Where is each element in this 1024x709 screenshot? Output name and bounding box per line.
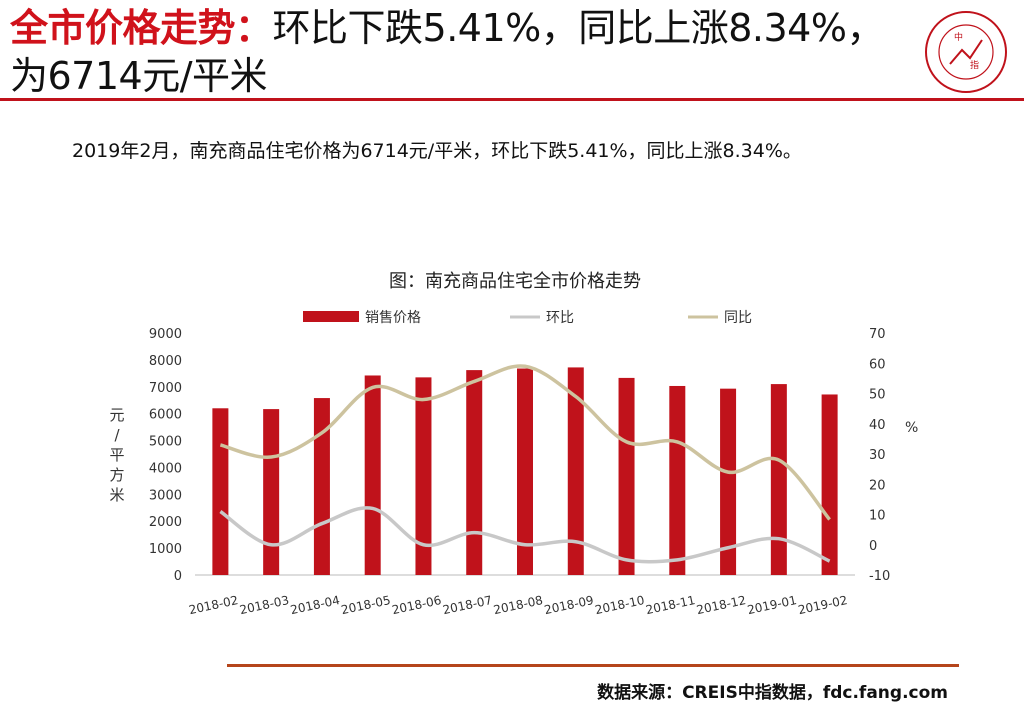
y-right-tick-label: 40	[869, 418, 886, 433]
svg-text:指: 指	[970, 59, 979, 71]
x-tick-label: 2018-12	[695, 593, 747, 617]
bar	[313, 398, 330, 575]
bar	[618, 377, 635, 575]
bar	[669, 385, 686, 575]
x-tick-label: 2018-11	[644, 593, 696, 617]
bar	[466, 370, 483, 575]
y-left-axis-label: 方	[109, 466, 124, 484]
y-left-tick-label: 2000	[149, 515, 182, 530]
title-divider	[0, 98, 1024, 101]
series-line-yoy	[219, 364, 831, 521]
x-tick-label: 2019-02	[797, 593, 849, 617]
y-left-tick-label: 4000	[149, 461, 182, 476]
y-left-tick-label: 1000	[149, 542, 182, 557]
x-tick-label: 2018-03	[238, 593, 290, 617]
y-left-tick-label: 6000	[149, 408, 182, 423]
x-tick-label: 2018-09	[543, 593, 595, 617]
y-right-tick-label: 20	[869, 478, 886, 493]
x-tick-label: 2018-05	[340, 593, 392, 617]
bar	[364, 375, 381, 575]
china-index-academy-logo: 中 指	[925, 11, 1007, 93]
y-right-tick-label: 70	[869, 327, 886, 342]
y-left-tick-label: 9000	[149, 327, 182, 342]
svg-text:中: 中	[954, 31, 963, 43]
x-tick-label: 2018-08	[492, 593, 544, 617]
x-tick-label: 2018-06	[391, 593, 443, 617]
y-right-tick-label: -10	[869, 569, 890, 584]
series-line-mom	[219, 506, 831, 564]
bar	[517, 368, 533, 575]
bar	[770, 384, 787, 575]
y-right-tick-label: 0	[869, 539, 877, 554]
legend-bar-label: 销售价格	[365, 310, 421, 326]
x-tick-label: 2018-02	[188, 593, 240, 617]
y-left-axis-label: 元	[109, 406, 124, 424]
y-left-axis-label: /	[114, 426, 120, 444]
y-left-tick-label: 5000	[149, 435, 182, 450]
footer-divider	[227, 664, 959, 667]
page-title: 全市价格走势：环比下跌5.41%，同比上涨8.34%，为6714元/平米	[10, 4, 890, 100]
y-left-axis-label: 米	[109, 486, 124, 504]
bar	[720, 388, 737, 575]
x-tick-label: 2018-04	[289, 593, 341, 617]
x-tick-label: 2018-10	[594, 593, 646, 617]
chart-title: 图：南充商品住宅全市价格走势	[389, 271, 641, 292]
bar	[821, 394, 838, 575]
legend-mom-label: 环比	[546, 310, 574, 326]
page-title-highlight: 全市价格走势：	[10, 6, 273, 50]
y-left-tick-label: 3000	[149, 488, 182, 503]
y-right-axis-label: %	[905, 420, 918, 436]
y-right-tick-label: 60	[869, 357, 886, 372]
bar	[263, 409, 280, 575]
legend-bar-swatch	[303, 311, 359, 322]
data-source: 数据来源：CREIS中指数据，fdc.fang.com	[597, 683, 948, 703]
y-left-tick-label: 8000	[149, 354, 182, 369]
y-left-axis-label: 平	[109, 446, 124, 464]
y-right-tick-label: 10	[869, 509, 886, 524]
x-tick-label: 2019-01	[746, 593, 798, 617]
page-title-rest: 环比下跌5.41%，同比上涨8.34%，为6714元/平米	[10, 6, 884, 98]
legend-yoy-label: 同比	[724, 310, 752, 326]
bar	[567, 367, 584, 575]
bar	[415, 377, 432, 575]
y-right-tick-label: 50	[869, 388, 886, 403]
x-tick-label: 2018-07	[441, 593, 493, 617]
summary-text: 2019年2月，南充商品住宅价格为6714元/平米，环比下跌5.41%，同比上涨…	[72, 140, 802, 162]
bar	[212, 408, 229, 575]
y-left-tick-label: 7000	[149, 381, 182, 396]
y-left-tick-label: 0	[174, 569, 182, 584]
y-right-tick-label: 30	[869, 448, 886, 463]
